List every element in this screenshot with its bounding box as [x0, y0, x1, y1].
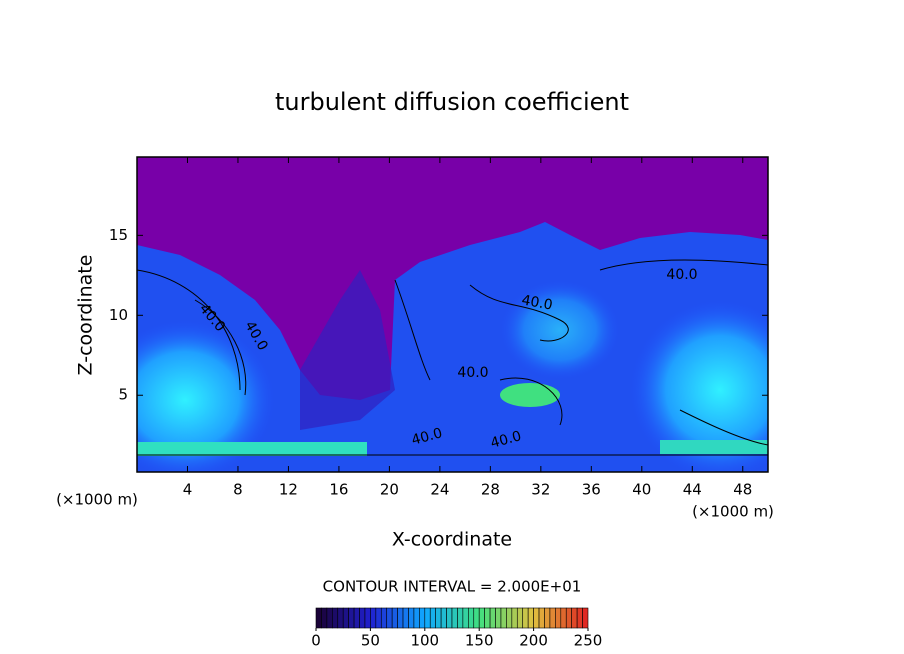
colorbar-swatch — [359, 607, 366, 629]
colorbar-swatch — [386, 607, 393, 629]
colorbar-swatch — [370, 607, 377, 629]
colorbar-swatch — [451, 607, 458, 629]
x-tick-label: 36 — [582, 481, 601, 499]
y-tick-label: 15 — [109, 226, 128, 244]
x-tick-label: 16 — [329, 481, 348, 499]
colorbar-swatch — [544, 607, 551, 629]
colorbar-swatch — [435, 607, 442, 629]
chart-title: turbulent diffusion coefficient — [275, 88, 629, 116]
colorbar-tick-label: 50 — [361, 632, 380, 650]
colorbar-swatch — [380, 607, 388, 629]
colorbar-swatch — [353, 607, 360, 629]
x-tick-label: 20 — [380, 481, 399, 499]
colorbar-swatch — [538, 607, 545, 629]
colorbar-swatch — [495, 607, 502, 629]
colorbar-swatch — [560, 607, 567, 629]
colorbar-swatch — [326, 607, 333, 629]
x-tick-label: 24 — [430, 481, 449, 499]
colorbar-swatch — [500, 607, 507, 629]
colorbar-tick-label: 100 — [410, 632, 439, 650]
contour-label: 40.0 — [520, 292, 553, 313]
colorbar-swatch — [413, 607, 420, 629]
contour-label: 40.0 — [666, 267, 697, 283]
x-tick-label: 48 — [733, 481, 752, 499]
colorbar-swatch — [489, 607, 496, 629]
colorbar-swatch — [457, 607, 464, 629]
colorbar-tick-label: 150 — [465, 632, 494, 650]
x-tick-label: 28 — [481, 481, 500, 499]
colorbar-swatch — [468, 607, 475, 629]
colorbar-swatch — [348, 607, 355, 629]
colorbar-swatch — [506, 607, 513, 629]
colorbar-swatch — [375, 607, 382, 629]
colorbar-swatch — [549, 607, 556, 629]
x-tick-label: 12 — [279, 481, 298, 499]
contour-interval: CONTOUR INTERVAL = 2.000E+01 — [323, 578, 582, 596]
plot-frame — [136, 156, 769, 473]
colorbar-swatch — [462, 607, 469, 629]
contour-label: 40.0 — [410, 425, 444, 449]
colorbar-swatch — [565, 607, 572, 629]
colorbar-swatch — [478, 607, 485, 629]
x-tick-label: 44 — [683, 481, 702, 499]
colorbar-swatch — [391, 607, 398, 629]
contour-label: 40.0 — [457, 365, 488, 381]
colorbar-swatch — [397, 607, 404, 629]
colorbar-swatch — [402, 607, 409, 629]
colorbar-swatch — [419, 607, 426, 629]
colorbar-swatch — [571, 607, 578, 629]
x-tick-label: 32 — [531, 481, 550, 499]
colorbar-swatch — [555, 607, 562, 629]
colorbar-swatch — [429, 607, 436, 629]
colorbar-swatch — [332, 607, 339, 629]
colorbar-swatch — [533, 607, 540, 629]
field — [137, 157, 768, 472]
colorbar-swatch — [337, 607, 344, 629]
colorbar-swatch — [527, 607, 534, 629]
x-tick-label: 40 — [632, 481, 651, 499]
colorbar-tick-label: 0 — [311, 632, 321, 650]
colorbar-swatch — [408, 607, 415, 629]
x-tick-label: 4 — [183, 481, 193, 499]
y-tick-label: 10 — [109, 306, 128, 324]
x-unit: (×1000 m) — [692, 503, 774, 521]
colorbar-swatch — [522, 607, 529, 629]
colorbar-swatch — [321, 607, 328, 629]
colorbar-swatch — [516, 607, 524, 629]
colorbar-tick-label: 250 — [574, 632, 603, 650]
x-axis-label: X-coordinate — [392, 529, 512, 551]
colorbar-swatch — [315, 607, 322, 629]
colorbar-swatch — [424, 607, 431, 629]
contour-label: 40.0 — [489, 428, 523, 452]
colorbar-swatch — [511, 607, 518, 629]
y-tick-label: 5 — [118, 386, 128, 404]
colorbar-swatch — [364, 607, 371, 629]
colorbar-swatch — [342, 607, 349, 629]
colorbar-swatch — [473, 607, 480, 629]
x-unit: (×1000 m) — [56, 491, 138, 509]
colorbar-swatch — [576, 607, 583, 629]
x-tick-label: 8 — [233, 481, 243, 499]
colorbar-swatch — [446, 607, 453, 629]
y-axis-label: Z-coordinate — [75, 255, 97, 376]
colorbar-swatch — [484, 607, 491, 629]
colorbar-tick-label: 200 — [519, 632, 548, 650]
colorbar-swatch — [440, 607, 447, 629]
colorbar-swatch — [582, 607, 589, 629]
